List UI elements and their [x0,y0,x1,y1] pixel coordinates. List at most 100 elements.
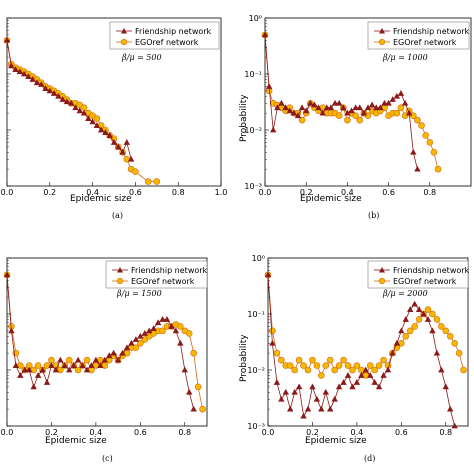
egoref-data-point [411,323,418,330]
egoref-data-point [331,366,338,374]
x-axis-label: Epidemic size [70,194,132,204]
friendship-data-point [438,366,445,373]
legend-label-friendship: Friendship network [135,27,212,36]
friendship-data-point [63,98,71,105]
friendship-data-point [393,339,401,346]
egoref-data-point [430,148,438,156]
friendship-data-point [335,383,343,390]
egoref-data-point [185,330,193,337]
egoref-data-point [366,362,374,369]
friendship-data-point [70,362,77,368]
egoref-data-point [273,349,281,357]
friendship-data-point [318,405,325,412]
egoref-data-point [356,116,364,124]
egoref-data-point [298,116,306,124]
friendship-data-point [186,388,193,395]
friendship-data-point [291,388,298,395]
egoref-data-point [83,356,91,364]
egoref-data-point [380,356,387,364]
friendship-data-point [397,90,405,96]
friendship-data-point [393,92,401,99]
x-tick-label: 0.4 [90,428,103,437]
egoref-data-point [424,306,432,313]
egoref-data-point [144,178,152,185]
friendship-data-point [154,319,162,326]
friendship-data-point [110,349,117,356]
egoref-data-point [418,122,425,129]
friendship-data-point [344,109,351,116]
egoref-data-point [326,356,334,364]
x-tick-label: 0.0 [262,428,275,437]
friendship-data-point [327,405,334,412]
friendship-data-point [442,383,449,390]
friendship-data-point [265,83,273,89]
friendship-data-point [12,66,19,72]
y-tick-layer [7,257,11,427]
friendship-data-point [319,109,326,116]
panel-caption: (d) [364,454,375,463]
friendship-data-point [8,327,15,334]
friendship-data-point [447,405,454,412]
egoref-data-point [65,356,73,364]
x-axis-label: Epidemic size [305,436,367,446]
friendship-data-point [76,107,83,114]
friendship-data-point [57,356,64,363]
friendship-data-point [101,356,108,363]
x-tick-label: 0.8 [172,188,185,197]
x-tick-label: 0.2 [306,428,319,437]
friendship-data-point [429,327,436,334]
friendship-data-point [352,104,359,111]
beta-mu-annotation: β/μ = 1000 [382,53,428,62]
friendship-data-point [286,107,293,114]
y-tick-label: 10⁻² [244,126,262,135]
friendship-data-point [269,339,276,346]
friendship-data-point [137,332,144,339]
egoref-data-point [34,362,42,369]
panel-caption: (a) [112,211,123,220]
friendship-data-point [389,349,396,356]
friendship-data-point [389,96,396,102]
egoref-data-point [397,104,405,112]
friendship-data-point [282,388,289,395]
friendship-data-point [451,422,458,429]
friendship-data-point [17,372,24,378]
friendship-data-point [433,349,441,356]
legend: Friendship network EGOref network [367,260,470,289]
series-layer [3,36,161,185]
egoref-data-point [286,362,294,369]
friendship-data-point [278,395,285,402]
egoref-data-point [304,366,312,374]
egoref-data-point [426,139,434,146]
series-layer [261,31,442,173]
plot-frame [6,257,208,427]
friendship-data-point [358,372,365,378]
x-tick-label: 0.8 [423,188,436,197]
friendship-data-point [102,129,109,135]
panel-a: 0.0 0.2 0.4 0.6 0.8 1.0 β/μ = 500 Friendship … [1,17,227,220]
egoref-data-point [422,132,429,139]
legend-label-egoref: EGOref network [131,277,195,286]
plot-frame [264,17,472,187]
legend-marker-friendship [379,267,385,273]
x-tick-label: 0.4 [351,428,364,437]
y-tick-label: 10⁻² [247,366,265,375]
friendship-data-point [401,99,409,106]
friendship-data-point [344,372,352,378]
friendship-data-point [381,99,388,106]
egoref-data-point [190,349,197,357]
legend-box [367,21,470,50]
friendship-data-point [295,383,303,390]
friendship-data-point [89,118,96,125]
egoref-data-point [322,362,330,369]
legend: Friendship network EGOref network [109,21,220,50]
y-tick-label: 10⁻¹ [247,310,265,319]
friendship-data-point [375,383,383,390]
x-tick-label: 0.2 [300,188,313,197]
friendship-data-point [294,112,302,119]
friendship-data-point [33,79,41,86]
friendship-data-point [12,362,20,368]
egoref-data-point [194,383,202,391]
friendship-data-point [364,104,372,111]
friendship-data-point [38,81,45,87]
friendship-data-point [3,36,11,43]
